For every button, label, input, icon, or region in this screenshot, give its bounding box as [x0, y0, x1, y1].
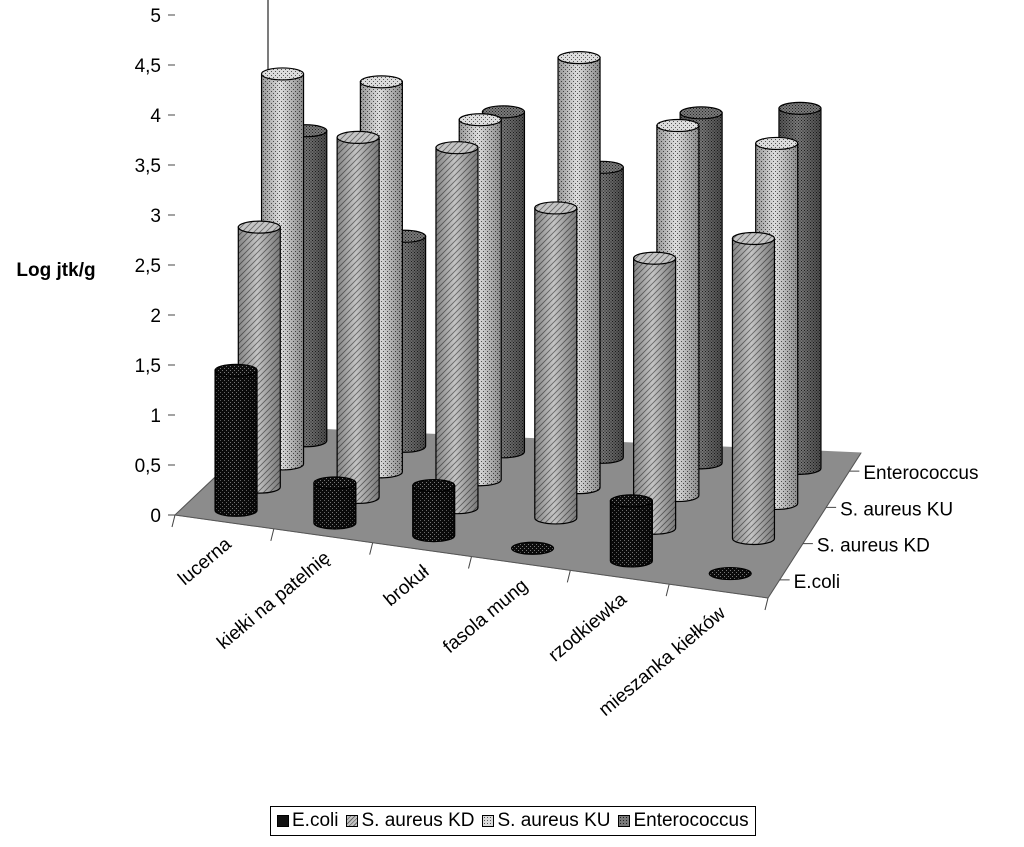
x-tick-mark: [764, 597, 769, 611]
y-tick-label: 3,5: [135, 156, 161, 177]
series-axis-label-e-coli: E.coli: [794, 572, 840, 593]
bar-top: [679, 106, 723, 120]
y-tick-label: 1,5: [135, 356, 161, 377]
x-category-label-brokuł: brokuł: [380, 561, 434, 611]
x-tick-mark: [468, 556, 472, 569]
bar-top: [458, 113, 502, 127]
bar-shading: [313, 482, 356, 529]
x-category-label-lucerna: lucerna: [174, 533, 236, 589]
legend-label-s-aureus-ku: S. aureus KU: [497, 810, 611, 831]
y-tick-label: 2,5: [135, 256, 161, 277]
legend-item-s-aureus-ku: S. aureus KU: [482, 810, 610, 832]
bar-base: [708, 566, 752, 581]
bar-shading: [732, 238, 775, 545]
x-tick-mark: [665, 584, 670, 597]
x-tick-mark: [171, 514, 176, 528]
legend-swatch-ecoli: [277, 815, 289, 827]
legend-label-s-aureus-kd: S. aureus KD: [361, 810, 475, 831]
y-tick-label: 3: [150, 206, 161, 227]
legend-item-ecoli: E.coli: [277, 810, 338, 832]
legend-swatch-enterococcus: [618, 815, 631, 827]
bar-top: [260, 67, 305, 81]
bar-shading: [435, 147, 478, 514]
legend: E.coli S. aureus KD S. aureus KU Enteroc…: [270, 806, 756, 836]
y-axis-title: Log jtk/g: [16, 260, 95, 281]
series-axis-label-enterococcus: Enterococcus: [863, 463, 978, 484]
bar-s-aureus-kd-brokuł: [435, 141, 479, 515]
series-axis-label-s-aureus-kd: S. aureus KD: [817, 536, 930, 557]
bar-s-aureus-kd-kiełki-na-patelnię: [336, 130, 380, 505]
bar-e-coli-brokuł: [412, 479, 456, 543]
legend-item-enterococcus: Enterococcus: [618, 810, 749, 832]
legend-item-s-aureus-kd: S. aureus KD: [346, 810, 474, 832]
x-tick-mark: [369, 542, 374, 555]
bar-shading: [534, 207, 577, 524]
bar-e-coli-rzodkiewka: [609, 494, 653, 568]
y-tick-label: 4: [150, 106, 161, 127]
bar-s-aureus-kd-fasola-mung: [534, 201, 578, 525]
bar-top: [656, 118, 700, 133]
bar-top: [237, 220, 281, 234]
legend-label-ecoli: E.coli: [292, 810, 339, 831]
bar-top: [435, 141, 479, 155]
x-category-label-kiełki-na-patelnię: kiełki na patelnię: [213, 547, 334, 653]
legend-swatch-s-aureus-ku: [482, 815, 495, 827]
bar-e-coli-kiełki-na-patelnię: [313, 476, 357, 530]
y-tick-label: 4,5: [135, 56, 161, 77]
bar-top: [412, 479, 456, 493]
series-axis-label-s-aureus-ku: S. aureus KU: [840, 499, 953, 520]
x-category-label-fasola-mung: fasola mung: [439, 575, 532, 658]
y-tick-label: 5: [150, 6, 161, 27]
bar-top: [214, 363, 258, 377]
x-category-label-mieszanka-kiełków: mieszanka kiełków: [595, 603, 730, 721]
bar-top: [557, 51, 601, 65]
bar-top: [359, 75, 403, 89]
x-tick-mark: [270, 528, 275, 541]
bar-s-aureus-kd-mieszanka-kiełków: [731, 231, 776, 546]
bars-layer: [214, 51, 822, 581]
bar-shading: [610, 500, 653, 567]
y-tick-label: 0,5: [135, 456, 161, 477]
bar-top: [755, 136, 799, 151]
floor-right-edge: [767, 452, 862, 599]
legend-swatch-s-aureus-kd: [346, 815, 359, 827]
bar-e-coli-lucerna: [214, 363, 258, 517]
bar-e-coli-mieszanka-kiełków: [708, 566, 752, 581]
legend-label-enterococcus: Enterococcus: [633, 810, 749, 831]
x-category-label-rzodkiewka: rzodkiewka: [545, 589, 632, 666]
bar-top: [778, 101, 822, 115]
bar-top: [336, 130, 380, 145]
bar-shading: [412, 485, 455, 542]
y-tick-label: 0: [150, 506, 161, 527]
y-tick-label: 1: [150, 406, 161, 427]
bar-shading: [337, 137, 380, 504]
bar-top: [731, 231, 776, 246]
bar-shading: [215, 370, 258, 517]
y-tick-label: 2: [150, 306, 161, 327]
bar-s-aureus-kd-rzodkiewka: [633, 251, 677, 535]
x-axis-line: [174, 514, 769, 599]
bar-top: [534, 201, 578, 215]
bar-shading: [633, 258, 676, 535]
bar-base: [510, 541, 555, 555]
bar-top: [633, 251, 677, 265]
bar-e-coli-fasola-mung: [510, 541, 555, 555]
bar-top: [609, 494, 653, 508]
x-tick-mark: [566, 570, 571, 583]
bar-top: [313, 476, 357, 490]
